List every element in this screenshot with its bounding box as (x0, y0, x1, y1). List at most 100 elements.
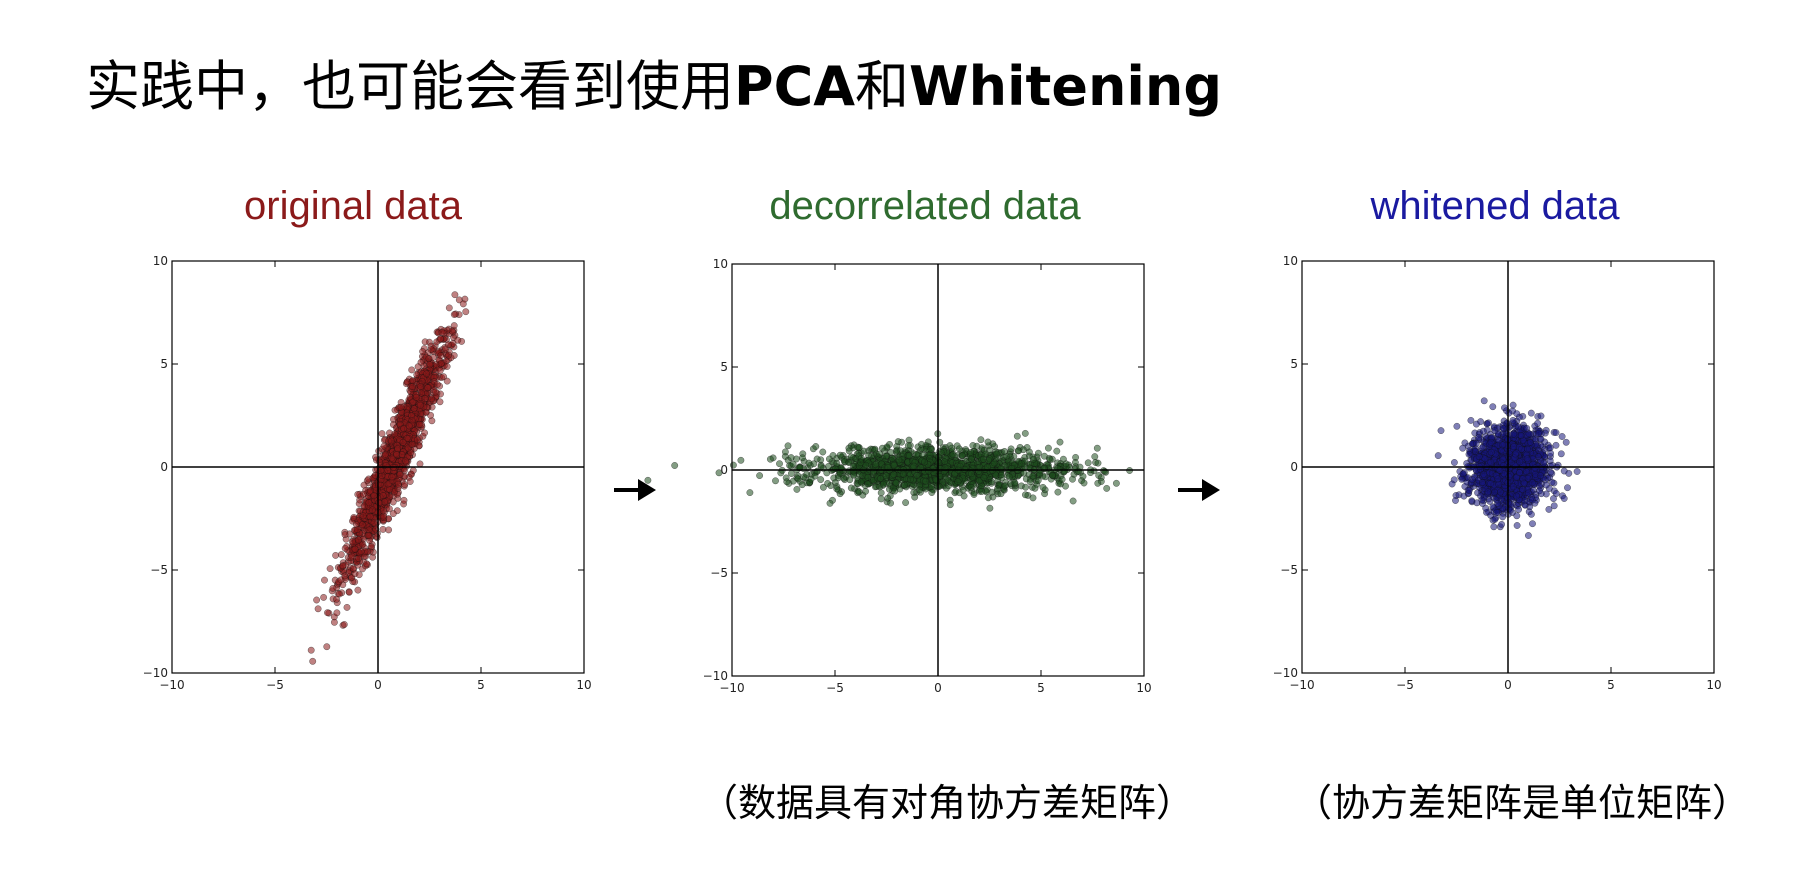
scatter-point (436, 335, 444, 343)
scatter-point (644, 476, 652, 484)
scatter-point (967, 455, 975, 463)
scatter-point (1056, 438, 1064, 446)
scatter-point (385, 526, 393, 534)
scatter-point (1499, 425, 1507, 432)
scatter-point (877, 475, 885, 482)
y-tick-label: 5 (1290, 357, 1298, 371)
scatter-point (916, 486, 924, 494)
scatter-point (1529, 455, 1537, 463)
scatter-point (391, 430, 399, 438)
scatter-point (1482, 504, 1490, 512)
chart-title-original: original data (244, 184, 462, 228)
scatter-point (1018, 460, 1025, 468)
scatter-point (1478, 479, 1486, 486)
scatter-point (332, 551, 340, 559)
scatter-point (364, 531, 372, 539)
scatter-point (907, 475, 915, 483)
scatter-point (876, 450, 884, 458)
scatter-point (394, 445, 402, 453)
scatter-point (955, 445, 963, 453)
scatter-point (892, 447, 900, 455)
scatter-point (388, 473, 396, 481)
scatter-point (1516, 458, 1524, 466)
scatter-point (1487, 480, 1495, 487)
scatter-point (937, 449, 945, 456)
scatter-point (410, 405, 418, 413)
scatter-point (355, 571, 363, 579)
scatter-point (845, 444, 853, 452)
scatter-point (772, 477, 779, 485)
scatter-point (939, 478, 947, 486)
scatter-point (1534, 419, 1542, 427)
scatter-point (840, 474, 848, 482)
scatter-point (737, 456, 745, 464)
scatter-point (895, 456, 903, 464)
scatter-point (448, 327, 456, 335)
scatter-point (1498, 520, 1506, 528)
scatter-point (1528, 479, 1536, 487)
scatter-point (1465, 450, 1473, 458)
scatter-point (847, 484, 855, 492)
scatter-point (862, 487, 870, 495)
scatter-point (354, 586, 362, 594)
scatter-point (910, 462, 918, 470)
scatter-point (798, 481, 806, 489)
scatter-point (355, 536, 362, 544)
scatter-point (416, 420, 424, 428)
scatter-point (1022, 483, 1030, 491)
scatter-point (423, 370, 431, 378)
scatter-point (388, 454, 396, 462)
scatter-point (1094, 479, 1102, 487)
scatter-point (359, 490, 367, 498)
scatter-point (1513, 512, 1521, 520)
scatter-point (715, 469, 723, 477)
scatter-point (365, 499, 373, 507)
x-tick-label: 5 (477, 678, 485, 692)
scatter-point (905, 452, 913, 460)
chart-title-decorrelated: decorrelated data (769, 184, 1081, 228)
scatter-point (913, 451, 921, 459)
scatter-point (864, 480, 872, 488)
scatter-point (385, 505, 393, 513)
scatter-point (1011, 479, 1019, 487)
scatter-point (1547, 468, 1555, 476)
scatter-point (366, 513, 374, 521)
scatter-point (367, 543, 375, 551)
scatter-point (363, 560, 371, 568)
scatter-point (426, 361, 434, 369)
scatter-point (1491, 515, 1499, 523)
scatter-point (833, 485, 841, 493)
scatter-point (1001, 482, 1009, 490)
scatter-point (399, 438, 407, 446)
scatter-point (400, 496, 408, 504)
scatter-point (381, 450, 389, 458)
scatter-point (326, 565, 334, 573)
scatter-point (958, 452, 966, 460)
scatter-point (436, 398, 444, 406)
x-tick-label: 10 (1136, 681, 1151, 695)
scatter-point (1499, 462, 1507, 470)
scatter-point (427, 346, 435, 354)
scatter-point (969, 442, 977, 449)
scatter-point (432, 388, 440, 396)
scatter-point (1080, 479, 1088, 487)
scatter-point (1523, 445, 1531, 453)
scatter-point (417, 383, 425, 390)
scatter-point (1497, 488, 1504, 496)
scatter-points (307, 291, 470, 665)
scatter-point (389, 510, 397, 518)
scatter-point (1536, 472, 1544, 480)
scatter-point (1525, 489, 1532, 497)
scatter-point (980, 474, 988, 482)
scatter-point (1562, 438, 1570, 446)
scatter-point (1021, 491, 1029, 499)
scatter-point (854, 443, 862, 451)
scatter-point (380, 442, 388, 450)
x-tick-label: 5 (1607, 678, 1615, 692)
scatter-point (348, 538, 356, 546)
scatter-point (1514, 423, 1522, 431)
scatter-point (894, 438, 902, 446)
y-tick-label: −5 (710, 566, 728, 580)
